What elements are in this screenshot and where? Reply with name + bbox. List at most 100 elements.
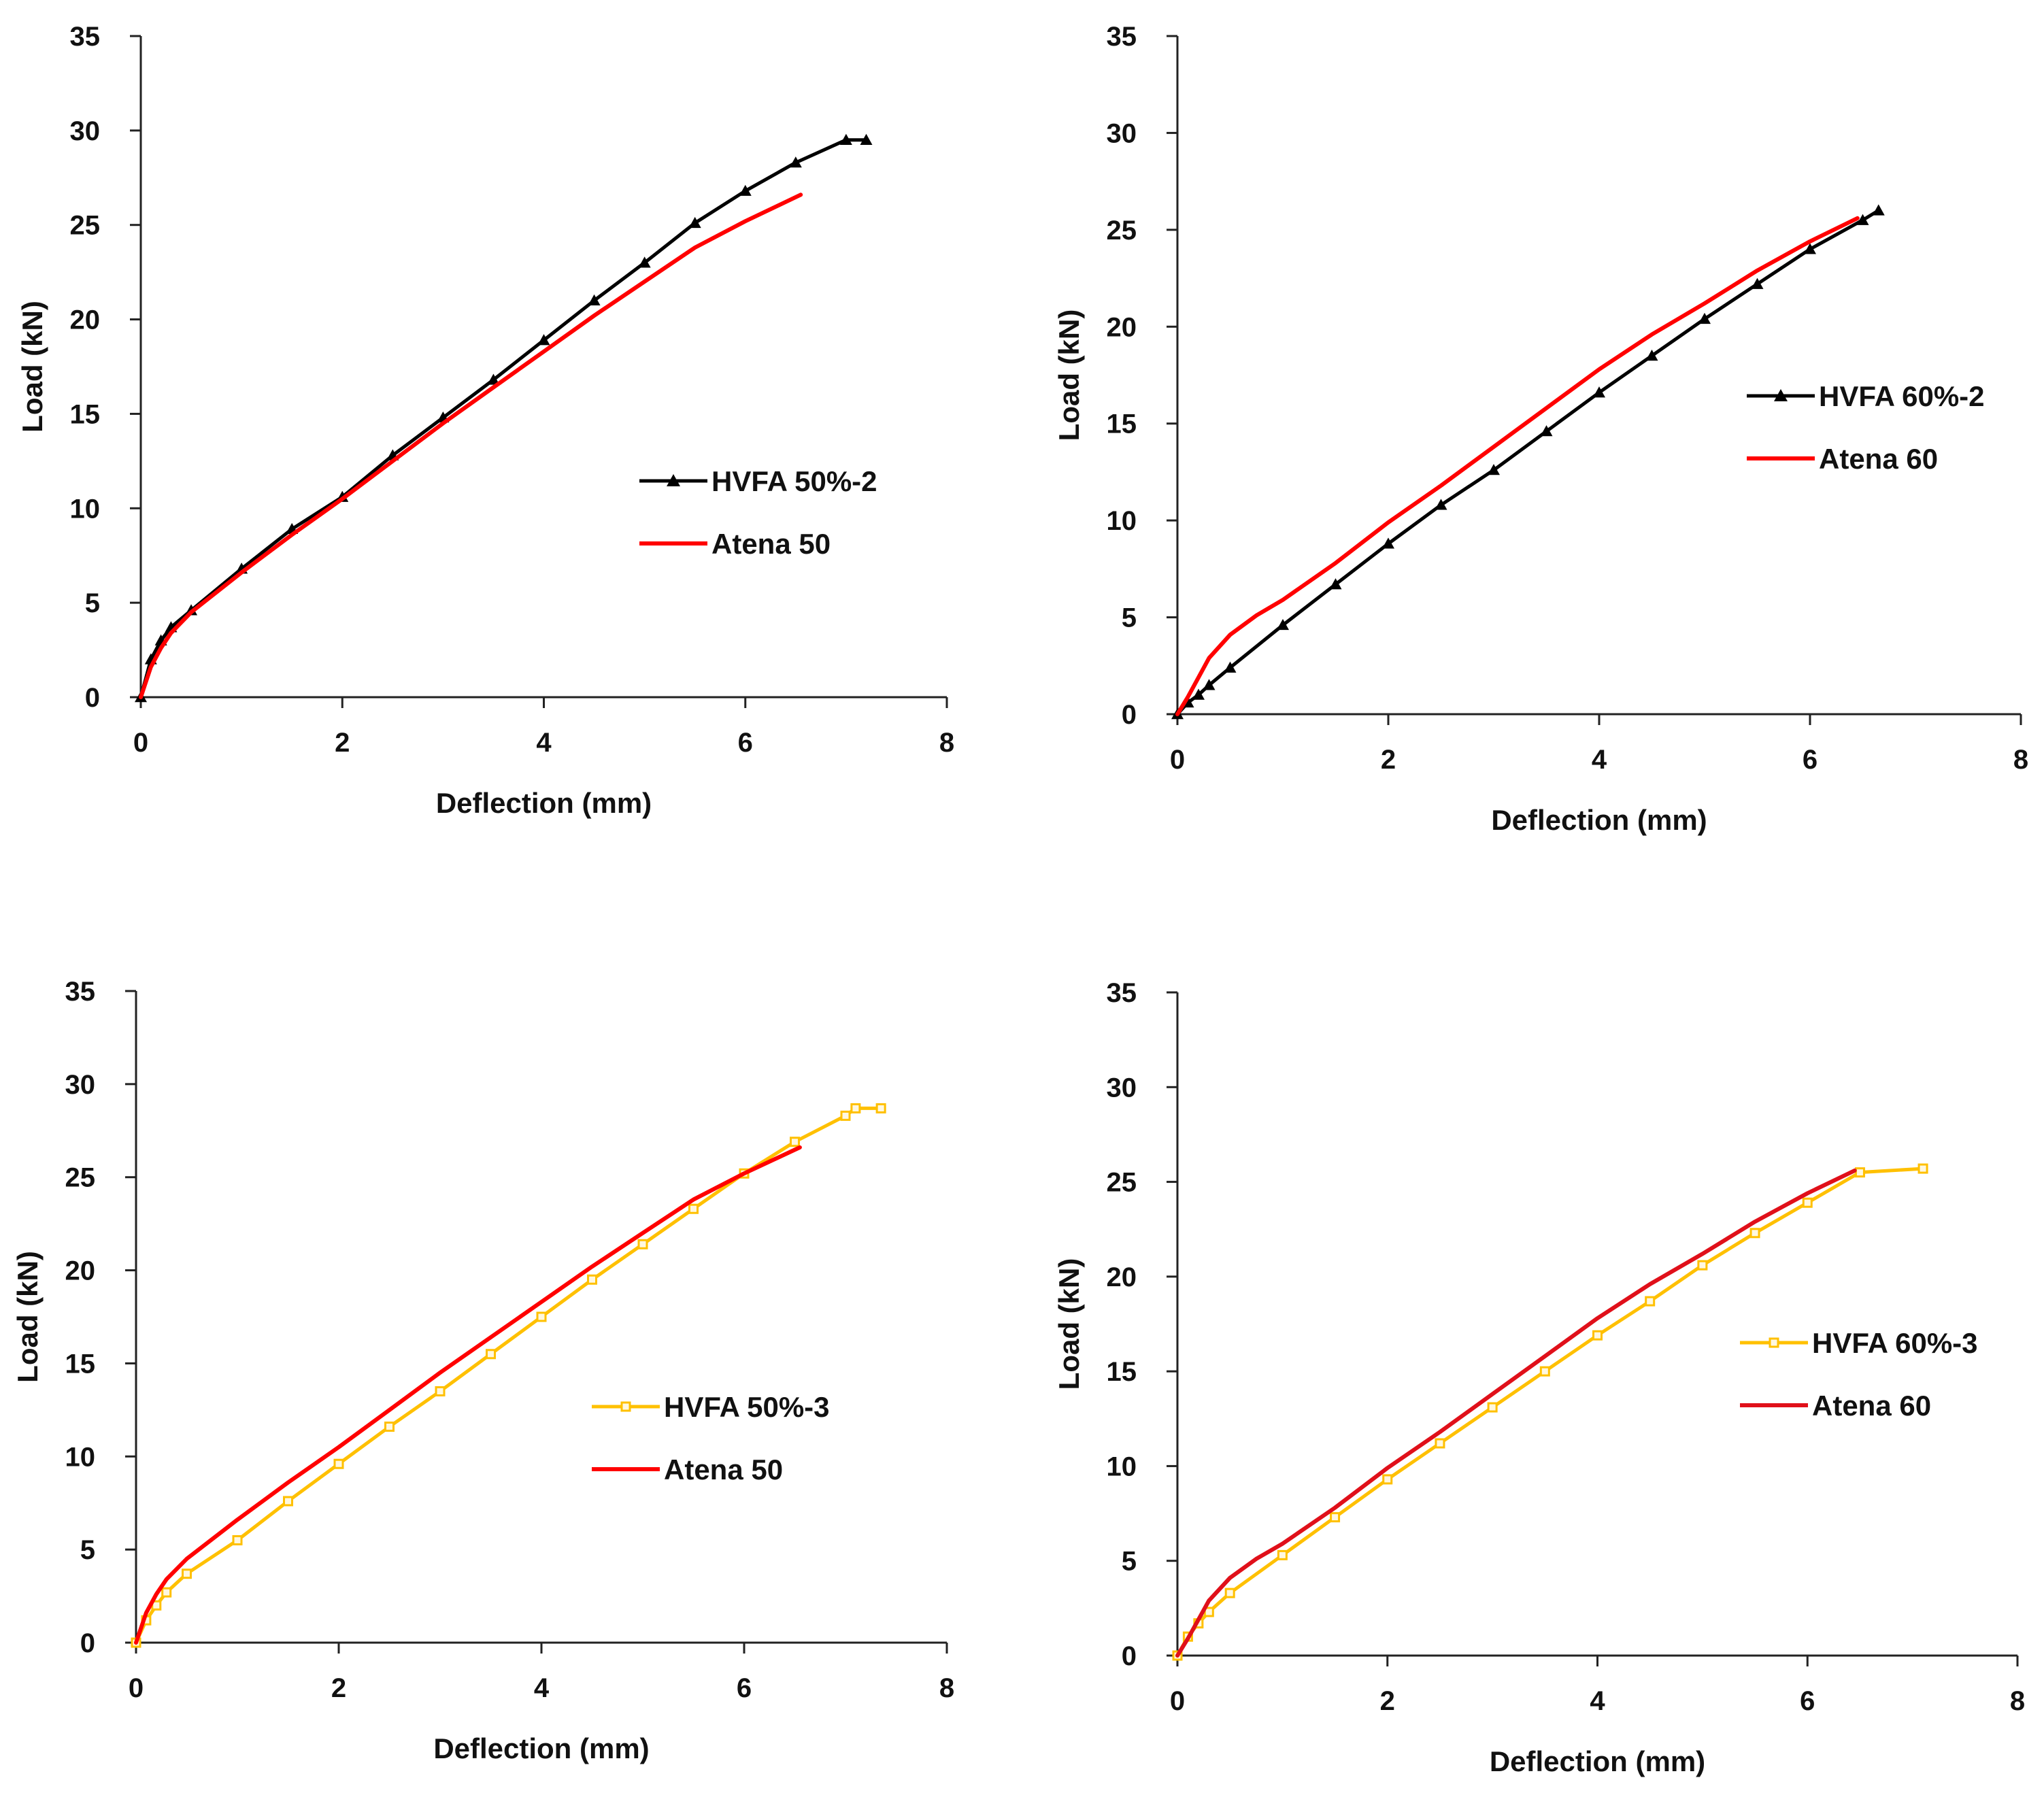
data-point [840, 1110, 851, 1121]
data-point [638, 256, 651, 268]
series-1 [1172, 1163, 1928, 1661]
data-point [1203, 679, 1216, 690]
legend-label: HVFA 50%-2 [711, 465, 877, 497]
y-tick-label: 10 [1107, 1452, 1137, 1481]
data-point [1751, 278, 1764, 289]
data-point [182, 1568, 192, 1579]
y-tick-label: 25 [1107, 216, 1137, 246]
y-axis-title: Load (kN) [16, 301, 48, 433]
legend-marker [1769, 1337, 1779, 1348]
y-tick-label: 35 [1107, 22, 1137, 52]
series-line [139, 192, 803, 699]
y-tick-label: 15 [70, 399, 101, 429]
data-point [637, 1239, 648, 1249]
legend-item: HVFA 50%-3 [592, 1391, 830, 1423]
legend-label: HVFA 50%-3 [664, 1391, 830, 1423]
data-point [1277, 1549, 1288, 1560]
legend-item: Atena 60 [1747, 443, 1938, 475]
data-point [1872, 204, 1885, 216]
legend-marker [620, 1401, 631, 1412]
y-tick-label: 30 [1107, 1073, 1137, 1103]
legend-item: Atena 60 [1740, 1390, 1931, 1422]
y-tick-label: 10 [70, 494, 101, 524]
series-line [1175, 1168, 1857, 1658]
y-axis-title: Load (kN) [1053, 1258, 1085, 1390]
data-point [1435, 1438, 1445, 1449]
legend-item: HVFA 60%-3 [1740, 1327, 1978, 1359]
data-point [790, 1137, 800, 1147]
data-point [283, 1496, 293, 1507]
y-axis-title: Load (kN) [12, 1251, 44, 1383]
data-point [1698, 312, 1711, 324]
y-tick-label: 20 [1107, 1262, 1137, 1292]
y-tick-label: 10 [1107, 506, 1137, 536]
data-point [1917, 1163, 1928, 1174]
y-tick-label: 20 [1107, 312, 1137, 342]
x-tick-label: 2 [335, 728, 350, 758]
x-tick-label: 4 [534, 1673, 550, 1703]
y-tick-label: 35 [1107, 978, 1137, 1008]
x-axis-title: Deflection (mm) [1491, 804, 1707, 836]
data-point [739, 184, 752, 196]
x-axis-title: Deflection (mm) [436, 787, 652, 819]
data-point [486, 1349, 496, 1360]
data-point [487, 373, 500, 385]
legend-item: HVFA 50%-2 [639, 465, 877, 497]
x-tick-label: 6 [1800, 1686, 1815, 1716]
y-tick-label: 20 [65, 1256, 96, 1286]
legend-label: Atena 50 [711, 528, 831, 560]
x-tick-label: 8 [2013, 745, 2028, 775]
data-point [860, 133, 873, 145]
x-axis-title: Deflection (mm) [433, 1732, 649, 1764]
series-2 [1175, 1168, 1857, 1658]
x-tick-label: 0 [129, 1673, 144, 1703]
data-point [161, 1587, 172, 1598]
chart-panel-3: 0 2 4 6 8 0 5 10 15 20 25 30 35 Deflection (mm) Load (… [12, 977, 954, 1764]
series-2 [1175, 216, 1860, 716]
data-point [1224, 1588, 1235, 1598]
legend-label: HVFA 60%-2 [1819, 380, 1985, 412]
chart-panel-4: 0 2 4 6 8 0 5 10 15 20 25 30 35 Deflection (mm) Load (… [1053, 978, 2025, 1777]
series-2 [139, 192, 803, 699]
data-point [1749, 1228, 1760, 1239]
data-point [1224, 661, 1237, 673]
data-point [839, 133, 852, 145]
data-point [1487, 1402, 1498, 1413]
data-point [587, 1274, 597, 1285]
x-tick-label: 8 [939, 1673, 954, 1703]
data-point [1856, 214, 1869, 225]
chart-panel-1: 0 2 4 6 8 0 5 10 15 20 25 30 35 Deflection (mm) Load (… [16, 22, 954, 819]
y-tick-label: 25 [1107, 1168, 1137, 1198]
data-point [1804, 243, 1816, 254]
y-tick-label: 30 [70, 116, 101, 146]
y-tick-label: 25 [65, 1163, 96, 1193]
x-tick-label: 2 [1381, 745, 1396, 775]
y-tick-label: 30 [1107, 118, 1137, 148]
data-point [1329, 578, 1342, 590]
x-tick-label: 4 [1590, 1686, 1605, 1716]
legend-label: Atena 60 [1819, 443, 1938, 475]
data-point [536, 1311, 547, 1322]
legend: HVFA 60%-3 Atena 60 [1740, 1327, 1978, 1422]
data-point [1192, 688, 1205, 700]
x-tick-label: 6 [737, 1673, 752, 1703]
x-tick-label: 8 [2010, 1686, 2025, 1716]
data-point [688, 216, 701, 229]
x-tick-label: 0 [1170, 745, 1185, 775]
y-tick-label: 15 [1107, 409, 1137, 439]
x-tick-label: 2 [1380, 1686, 1395, 1716]
y-tick-label: 0 [1122, 700, 1137, 730]
data-point [537, 334, 550, 346]
series-1 [1171, 204, 1885, 720]
data-point [1277, 618, 1289, 631]
data-point [232, 1534, 243, 1545]
data-point [1592, 1330, 1603, 1341]
data-point [789, 156, 802, 168]
series-line [1175, 216, 1860, 716]
data-point [333, 1458, 344, 1469]
legend-label: Atena 60 [1812, 1390, 1931, 1422]
series-1 [131, 1103, 886, 1648]
y-tick-label: 0 [1122, 1641, 1137, 1671]
data-point [1330, 1512, 1341, 1523]
